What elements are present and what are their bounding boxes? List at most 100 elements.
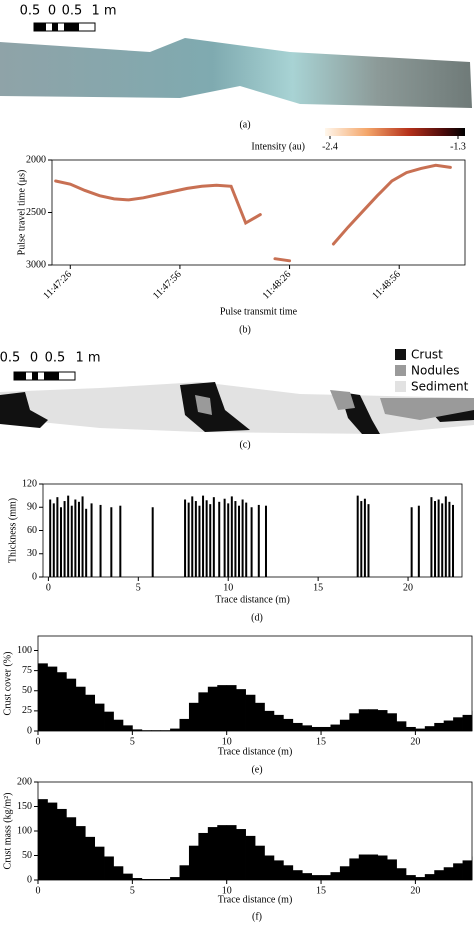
x-tick-label: 10 xyxy=(223,582,233,593)
step-bar xyxy=(75,826,86,880)
bar xyxy=(49,499,52,577)
bar xyxy=(218,501,221,577)
x-axis-label: Trace distance (m) xyxy=(215,594,290,605)
y-tick-label: 2000 xyxy=(26,154,46,165)
legend-label: Crust xyxy=(411,348,443,362)
step-bar xyxy=(47,666,58,731)
x-axis-label: Trace distance (m) xyxy=(218,746,293,757)
bar xyxy=(187,502,190,577)
step-bar xyxy=(85,694,96,731)
step-bar xyxy=(330,872,341,880)
bar xyxy=(119,505,122,577)
scale-bar-c: 0.5 0 0.5 1 m xyxy=(0,351,101,381)
step-bar xyxy=(188,702,199,731)
x-tick-label: 20 xyxy=(410,736,420,747)
step-bar xyxy=(434,722,445,731)
step-bar xyxy=(122,725,133,731)
x-tick-label: 5 xyxy=(130,885,135,896)
x-tick-label: 15 xyxy=(316,885,326,896)
y-tick-label: 75 xyxy=(22,665,32,676)
bar xyxy=(227,503,230,577)
step-bar xyxy=(273,714,284,731)
step-bar xyxy=(188,845,199,880)
step-bar xyxy=(302,873,313,880)
bar xyxy=(67,495,70,577)
bar xyxy=(360,501,363,577)
scale-label: 1 m xyxy=(91,4,116,19)
colorbar-label: Intensity (au) xyxy=(251,141,305,152)
step-bar xyxy=(368,854,379,880)
step-bar xyxy=(339,719,350,731)
step-bar xyxy=(179,718,190,731)
step-bar xyxy=(104,711,114,731)
bar xyxy=(238,505,241,577)
bar xyxy=(430,497,433,577)
x-tick-label: 20 xyxy=(403,582,413,593)
step-bar xyxy=(113,719,124,731)
bar xyxy=(85,508,88,577)
step-bar xyxy=(415,728,426,731)
bar xyxy=(151,507,154,577)
step-bar xyxy=(311,726,322,731)
x-tick-label: 15 xyxy=(313,582,323,593)
bar xyxy=(77,501,80,577)
scale-label: 0 xyxy=(48,4,56,19)
step-bar xyxy=(141,879,152,880)
bar xyxy=(234,501,237,577)
panel-label: (b) xyxy=(239,324,251,335)
step-bar xyxy=(283,865,294,880)
step-bar xyxy=(113,866,124,880)
scale-label: 0.5 xyxy=(45,351,66,366)
step-bar xyxy=(264,710,275,731)
step-bar xyxy=(368,709,379,731)
scale-label: 0.5 xyxy=(62,4,83,19)
bar xyxy=(63,501,66,577)
step-bar xyxy=(104,856,114,880)
bar xyxy=(441,503,444,577)
step-bar xyxy=(415,877,426,880)
step-bar xyxy=(424,874,435,880)
step-bar xyxy=(245,694,256,731)
step-bar xyxy=(47,802,58,880)
step-bar xyxy=(207,827,218,880)
y-tick-label: 2500 xyxy=(26,207,46,218)
bar xyxy=(70,505,73,577)
step-bar xyxy=(255,845,265,880)
y-tick-label: 30 xyxy=(27,548,37,559)
bar xyxy=(90,503,93,577)
panel-label: (a) xyxy=(239,119,250,130)
x-tick-label: 15 xyxy=(316,736,326,747)
y-tick-label: 90 xyxy=(27,502,37,513)
step-bar xyxy=(311,875,322,880)
y-tick-label: 0 xyxy=(32,571,37,582)
panel-label: (e) xyxy=(251,764,262,775)
legend-swatch xyxy=(395,349,406,360)
x-tick-label: 0 xyxy=(46,582,51,593)
step-bar xyxy=(141,730,152,731)
step-bar xyxy=(207,686,218,731)
step-bar xyxy=(151,730,162,731)
bar xyxy=(194,501,197,577)
bar xyxy=(363,498,366,577)
bar xyxy=(245,502,248,577)
step-bar xyxy=(443,720,454,731)
legend-label: Sediment xyxy=(411,380,469,394)
step-bar xyxy=(321,726,331,731)
x-tick-label: 20 xyxy=(410,885,420,896)
step-bar xyxy=(255,702,265,731)
y-tick-label: 100 xyxy=(17,645,32,656)
y-tick-label: 100 xyxy=(17,825,32,836)
x-axis-label: Trace distance (m) xyxy=(218,894,293,905)
y-tick-label: 150 xyxy=(17,801,32,812)
step-bar xyxy=(132,878,143,880)
x-tick-label: 10 xyxy=(222,885,232,896)
step-bar xyxy=(358,709,369,731)
step-bar xyxy=(56,672,67,731)
step-bar xyxy=(38,799,48,880)
seafloor-mosaic xyxy=(0,38,472,108)
echo-trace xyxy=(273,257,292,263)
y-tick-label: 120 xyxy=(22,478,37,489)
bar xyxy=(356,495,359,577)
y-axis-label: Pulse travel time (μs) xyxy=(16,170,27,256)
